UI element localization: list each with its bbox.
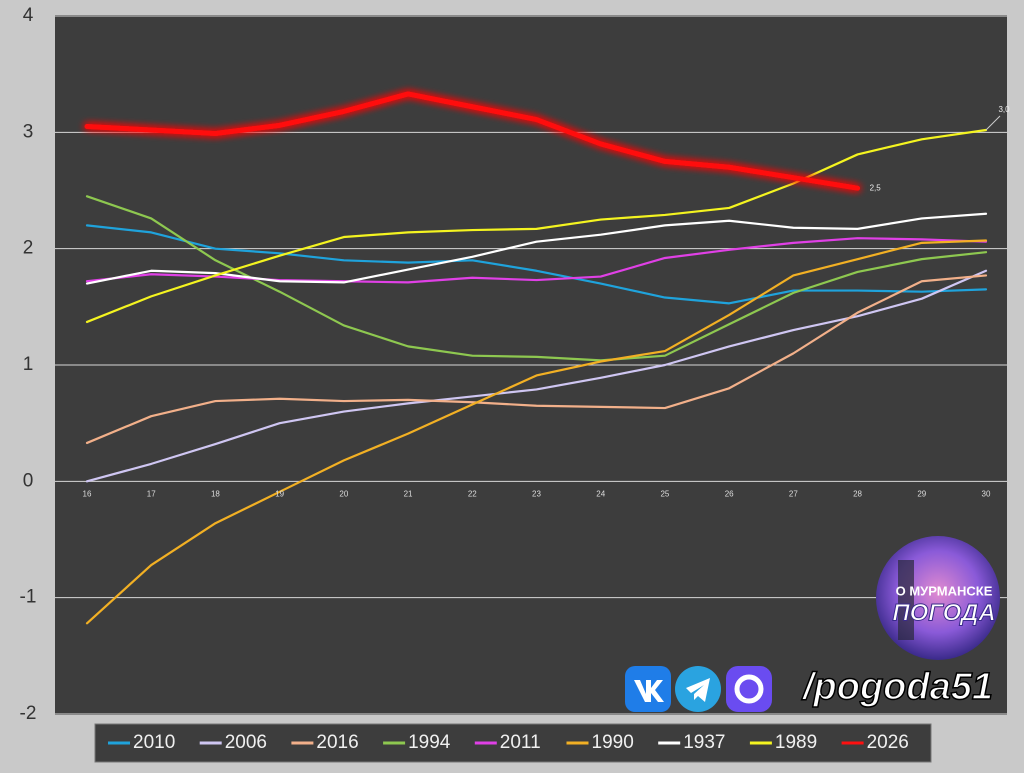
series-line — [85, 224, 988, 305]
data-label: 2,5 — [870, 183, 882, 192]
x-tick-label: 22 — [468, 489, 477, 498]
logo-main: ПОГОДА — [892, 599, 995, 626]
x-tick-label: 29 — [917, 489, 926, 498]
legend-label: 2026 — [867, 732, 909, 753]
logo-statue — [898, 560, 914, 640]
legend-label: 2011 — [500, 732, 541, 753]
social-icons — [625, 666, 772, 712]
y-tick-label: 0 — [23, 470, 34, 491]
legend-label: 1989 — [775, 732, 817, 753]
legend-label: 2006 — [225, 732, 267, 753]
vk-glyph — [634, 680, 664, 702]
series-line — [85, 239, 988, 625]
max-icon — [726, 666, 772, 712]
series-line — [85, 128, 988, 324]
series-line — [85, 237, 988, 284]
y-tick-label: 4 — [23, 5, 34, 26]
x-tick-label: 30 — [982, 489, 991, 498]
legend-label: 1990 — [592, 732, 634, 753]
x-tick-label: 26 — [725, 489, 734, 498]
handle: /pogoda51 — [801, 666, 993, 708]
y-tick-label: 3 — [23, 121, 34, 142]
label-leader — [985, 115, 1001, 131]
y-tick-label: 2 — [23, 238, 34, 259]
x-tick-label: 27 — [789, 489, 798, 498]
x-tick-label: 20 — [339, 489, 348, 498]
series-line — [85, 195, 988, 362]
series-line — [84, 91, 861, 191]
telegram-glyph — [686, 678, 710, 702]
max-glyph — [734, 674, 764, 704]
legend-label: 2016 — [316, 732, 358, 753]
x-tick-label: 28 — [853, 489, 862, 498]
x-tick-label: 24 — [596, 489, 605, 498]
x-tick-label: 18 — [211, 489, 220, 498]
logo: О МУРМАНСКЕ ПОГОДА — [876, 536, 1000, 660]
legend-label: 2010 — [133, 732, 175, 753]
y-tick-label: 1 — [23, 354, 34, 375]
x-tick-label: 25 — [660, 489, 669, 498]
x-tick-label: 21 — [404, 489, 413, 498]
data-label: 3,0 — [998, 105, 1010, 114]
lines: 3,0 2,5 — [84, 91, 1010, 625]
legend-entries: 2010 2006 2016 1994 2011 1990 1937 1989 2026 — [108, 732, 909, 753]
y-tick-label: -1 — [20, 587, 37, 608]
x-tick-label: 23 — [532, 489, 541, 498]
series-line — [85, 274, 988, 445]
series-line — [85, 269, 988, 483]
x-tick-label: 16 — [83, 489, 92, 498]
grid — [55, 15, 1007, 715]
x-tick-label: 17 — [147, 489, 156, 498]
y-tick-label: -2 — [20, 703, 37, 724]
legend — [94, 723, 932, 763]
x-tick-label: 19 — [275, 489, 284, 498]
logo-top: О МУРМАНСКЕ — [896, 583, 993, 598]
legend-label: 1937 — [683, 732, 725, 753]
telegram-icon — [675, 666, 721, 712]
series-line — [85, 212, 988, 285]
legend-label: 1994 — [408, 732, 451, 753]
